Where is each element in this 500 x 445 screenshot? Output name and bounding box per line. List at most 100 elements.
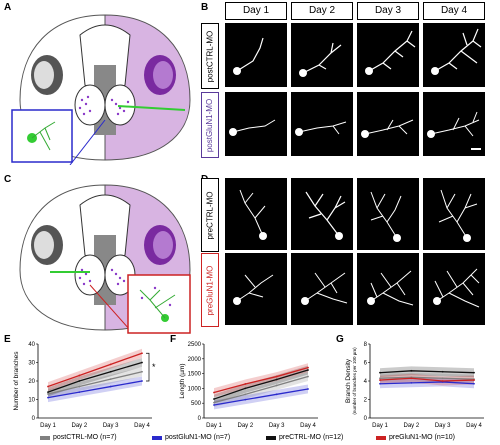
image-d-preglun1-day3 <box>357 253 419 325</box>
significance-marker-e: * <box>152 362 156 372</box>
data-point-prectrl-f <box>244 387 247 390</box>
data-point-postglun1-f <box>213 404 215 406</box>
legend-item-prectrl: preCTRL-MO (n=12) <box>266 434 343 441</box>
legend-item-postctrl: postCTRL-MO (n=7) <box>40 434 117 441</box>
data-point-prectrl-g <box>379 371 381 374</box>
legend-label-postglun1: postGluN1-MO (n=7) <box>165 434 231 441</box>
brain-schematic-a <box>11 14 191 165</box>
y-tick-label-e: 10 <box>28 398 35 404</box>
series-line-postglun1-f <box>213 388 309 406</box>
row-label-preglun1: preGluN1-MO <box>201 253 219 327</box>
legend-swatch-postctrl <box>40 435 50 440</box>
data-point-preglun1-f <box>275 375 278 378</box>
row-label-postctrl: postCTRL-MO <box>201 23 219 89</box>
series-line-preglun1-g <box>379 377 475 382</box>
image-d-prectrl-day2 <box>291 178 353 250</box>
legend-swatch-postglun1 <box>152 435 162 440</box>
data-point-prectrl-g <box>410 369 413 372</box>
y-tick-label-g: 2 <box>364 398 368 404</box>
data-point-postctrl-f <box>275 384 278 387</box>
data-point-postctrl-f <box>244 393 247 396</box>
data-point-preglun1-e <box>47 385 49 388</box>
data-point-postglun1-e <box>109 385 112 388</box>
y-tick-label-e: 40 <box>28 342 35 348</box>
data-point-postctrl-e <box>141 370 143 373</box>
brain-schematic-c <box>19 184 191 334</box>
data-point-postglun1-f <box>275 393 278 396</box>
image-d-prectrl-day3 <box>357 178 419 250</box>
legend-label-preglun1: preGluN1-MO (n=10) <box>389 434 455 441</box>
y-axis-label-e: Number of branches <box>13 351 20 411</box>
data-point-preglun1-g <box>379 379 381 381</box>
x-tick-label-e: Day 2 <box>71 423 87 429</box>
y-axis-label-g: Branch Density <box>345 358 352 403</box>
data-point-preglun1-f <box>307 366 309 369</box>
image-b-postctrl-day2 <box>291 23 353 87</box>
legend-label-prectrl: preCTRL-MO (n=12) <box>279 434 344 441</box>
data-point-postglun1-f <box>244 398 247 401</box>
image-d-preglun1-day4 <box>423 253 485 325</box>
data-point-preglun1-f <box>213 391 215 394</box>
x-tick-label-f: Day 1 <box>206 423 222 429</box>
data-point-prectrl-f <box>307 369 309 371</box>
data-point-prectrl-e <box>109 370 112 373</box>
y-tick-label-f: 1500 <box>188 372 202 378</box>
image-b-postglun1-day3 <box>357 92 419 156</box>
legend-item-preglun1: preGluN1-MO (n=10) <box>376 434 455 441</box>
data-point-prectrl-e <box>47 391 49 393</box>
day-header-b-3: Day 3 <box>357 2 419 20</box>
series-line-postctrl-f <box>213 375 309 404</box>
data-point-prectrl-f <box>275 378 278 381</box>
y-axis-label-f: Length (µm) <box>179 363 186 398</box>
image-b-postctrl-day4 <box>423 23 485 87</box>
image-d-preglun1-day1 <box>225 253 287 325</box>
zoom-line <box>69 119 106 165</box>
y-axis-label2-g: (number of branches per 100 µm) <box>352 347 357 415</box>
x-tick-label-g: Day 4 <box>466 423 482 429</box>
data-point-prectrl-g <box>473 371 475 374</box>
y-tick-label-g: 0 <box>364 416 368 422</box>
data-point-prectrl-g <box>441 370 444 373</box>
x-tick-label-e: Day 3 <box>103 423 119 429</box>
legend-label-postctrl: postCTRL-MO (n=7) <box>53 434 117 441</box>
scale-bar <box>471 148 481 150</box>
series-line-preglun1-f <box>213 367 309 394</box>
y-tick-label-g: 4 <box>364 379 368 385</box>
day-header-b-2: Day 2 <box>291 2 353 20</box>
panel-label-g: G <box>336 334 344 345</box>
data-point-preglun1-g <box>441 380 444 382</box>
x-tick-label-e: Day 4 <box>134 423 150 429</box>
chart-e: 0 10 20 30 40 Day 1 Day 2 Day 3 Day 4 Number of b… <box>13 342 156 429</box>
data-point-preglun1-e <box>109 363 112 366</box>
data-point-postctrl-e <box>47 393 49 395</box>
data-point-postctrl-g <box>441 377 444 380</box>
data-point-postglun1-e <box>78 391 81 393</box>
series-line-prectrl-e <box>47 361 143 393</box>
data-point-postglun1-e <box>141 380 143 382</box>
data-point-postglun1-e <box>47 396 49 399</box>
y-tick-label-f: 500 <box>191 401 202 407</box>
x-tick-label-g: Day 1 <box>372 423 388 429</box>
x-tick-label-f: Day 2 <box>237 423 253 429</box>
panel-label-b: B <box>201 2 209 13</box>
data-point-preglun1-g <box>473 379 475 381</box>
y-tick-label-g: 6 <box>364 361 368 367</box>
left-tectal-lobe <box>74 84 106 126</box>
panel-label-f: F <box>170 334 177 345</box>
data-point-postctrl-e <box>109 378 112 381</box>
data-point-postctrl-f <box>307 375 309 378</box>
x-tick-label-e: Day 1 <box>40 423 56 429</box>
series-line-postglun1-e <box>47 380 143 399</box>
legend-swatch-preglun1 <box>376 435 386 440</box>
data-point-postctrl-g <box>379 377 381 380</box>
series-line-prectrl-g <box>379 370 475 374</box>
series-line-postglun1-g <box>379 381 475 385</box>
series-line-preglun1-e <box>47 352 143 388</box>
data-point-prectrl-e <box>141 361 143 364</box>
y-tick-label-g: 8 <box>364 342 368 348</box>
image-d-prectrl-day1 <box>225 178 287 250</box>
y-tick-label-e: 30 <box>28 361 35 367</box>
x-tick-label-f: Day 3 <box>269 423 285 429</box>
row-label-prectrl: preCTRL-MO <box>201 178 219 252</box>
zoom-box-c <box>127 274 191 334</box>
